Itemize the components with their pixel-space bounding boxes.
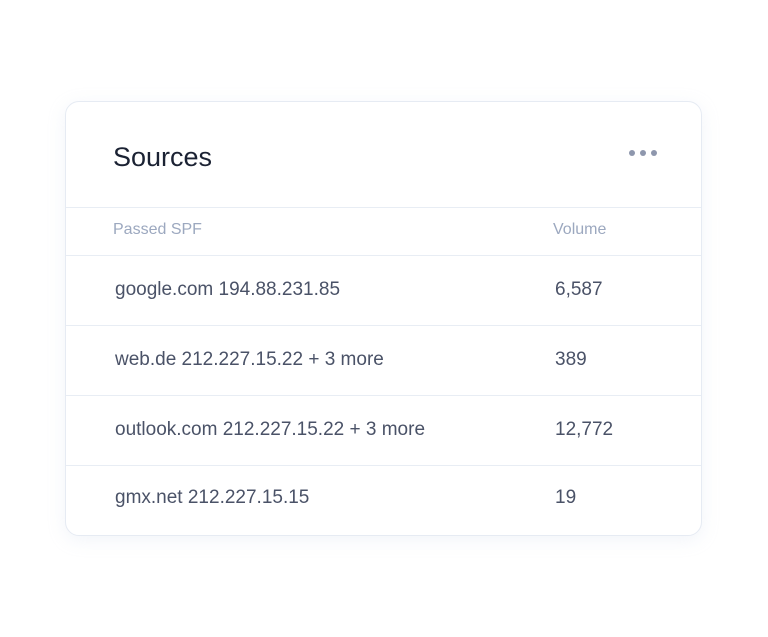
table-row[interactable]: outlook.com 212.227.15.22 + 3 more 12,772 — [66, 395, 701, 466]
volume-cell: 6,587 — [555, 279, 603, 300]
volume-cell: 389 — [555, 349, 587, 370]
source-cell: web.de 212.227.15.22 + 3 more — [115, 349, 384, 370]
more-options-icon[interactable] — [629, 150, 657, 156]
source-cell: gmx.net 212.227.15.15 — [115, 487, 310, 508]
sources-card: Sources Passed SPF Volume google.com 194… — [65, 101, 702, 536]
table-row[interactable]: gmx.net 212.227.15.15 19 — [66, 465, 701, 535]
source-cell: google.com 194.88.231.85 — [115, 279, 341, 300]
column-header-volume: Volume — [553, 221, 607, 238]
table-header: Passed SPF Volume — [66, 207, 701, 256]
card-title: Sources — [113, 142, 213, 172]
volume-cell: 12,772 — [555, 419, 614, 440]
column-header-passed-spf: Passed SPF — [113, 221, 202, 238]
volume-cell: 19 — [555, 487, 577, 508]
source-cell: outlook.com 212.227.15.22 + 3 more — [115, 419, 426, 440]
table-row[interactable]: google.com 194.88.231.85 6,587 — [66, 255, 701, 326]
table-row[interactable]: web.de 212.227.15.22 + 3 more 389 — [66, 325, 701, 396]
